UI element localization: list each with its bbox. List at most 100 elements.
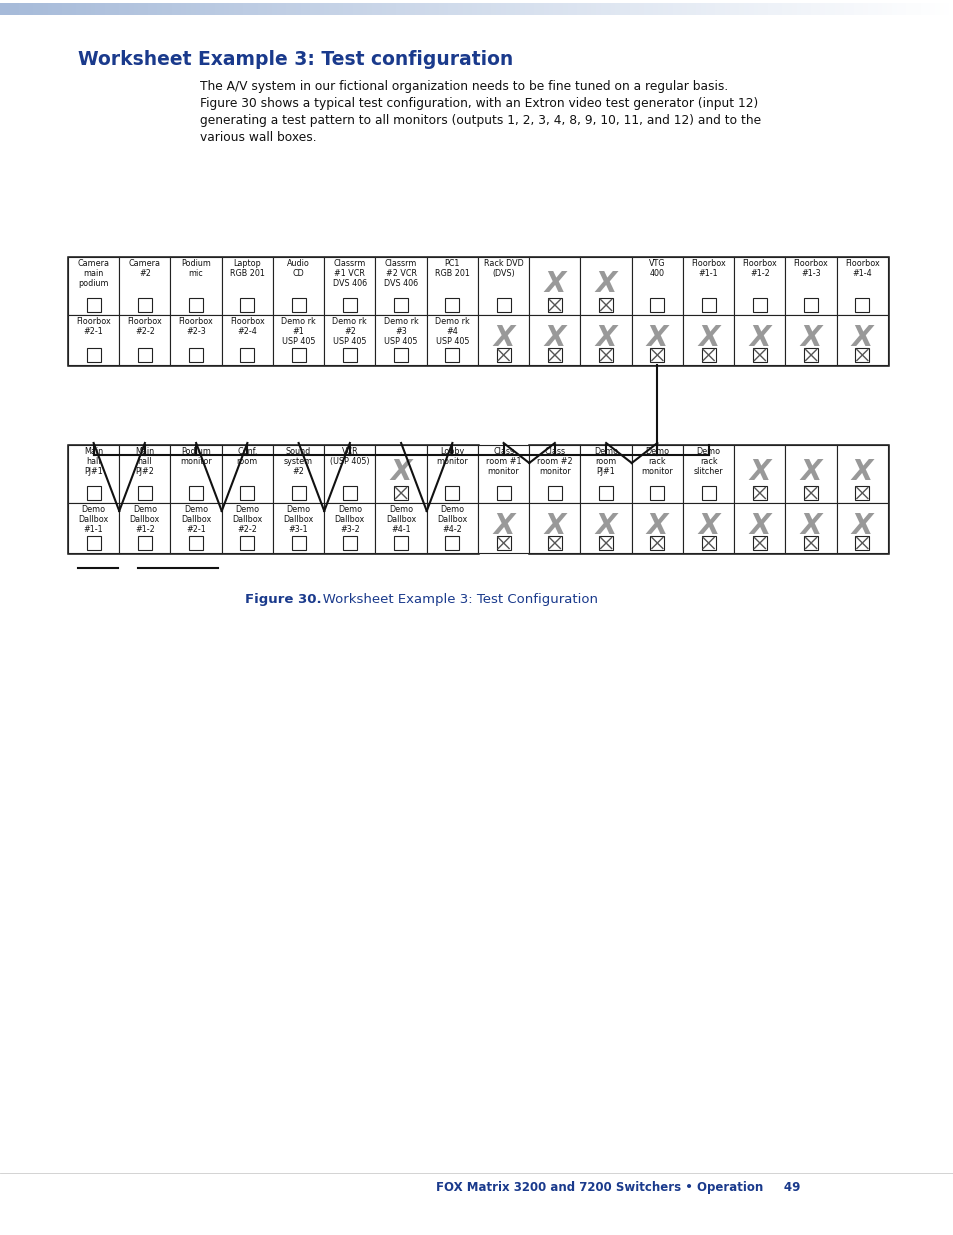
Text: Class
room #2
monitor: Class room #2 monitor [537, 447, 572, 475]
Bar [677, 2, 682, 15]
Bar [724, 2, 730, 15]
Bar [497, 298, 510, 312]
Bar [634, 2, 639, 15]
Bar [372, 2, 377, 15]
Bar [133, 2, 139, 15]
Text: Class
room #1
monitor: Class room #1 monitor [485, 447, 521, 475]
Bar [348, 2, 354, 15]
Bar [124, 2, 130, 15]
Bar [815, 2, 821, 15]
Bar [91, 2, 96, 15]
Bar [658, 2, 663, 15]
Bar [867, 2, 873, 15]
Bar [87, 348, 100, 362]
Text: Main
hall
PJ#1: Main hall PJ#1 [84, 447, 103, 475]
Bar [700, 536, 715, 550]
Bar [400, 2, 406, 15]
Bar [445, 536, 459, 550]
Bar [562, 2, 568, 15]
Text: Worksheet Example 3: Test Configuration: Worksheet Example 3: Test Configuration [310, 593, 598, 606]
Bar [934, 2, 940, 15]
Text: X: X [646, 513, 667, 540]
Bar [615, 2, 620, 15]
Bar [291, 2, 296, 15]
Bar [896, 2, 902, 15]
Bar [524, 2, 530, 15]
Bar [453, 2, 458, 15]
Text: X: X [851, 513, 872, 540]
Bar [87, 536, 100, 550]
Text: generating a test pattern to all monitors (outputs 1, 2, 3, 4, 8, 9, 10, 11, and: generating a test pattern to all monitor… [200, 114, 760, 127]
Bar [558, 2, 563, 15]
Bar [138, 348, 152, 362]
Bar [324, 257, 375, 315]
Bar [189, 298, 203, 312]
Bar [426, 503, 477, 553]
Text: Audio
CD: Audio CD [287, 258, 310, 278]
Bar [650, 487, 663, 500]
Bar [901, 2, 906, 15]
Bar [715, 2, 720, 15]
Bar [342, 298, 356, 312]
Bar [477, 503, 529, 553]
Bar [720, 2, 725, 15]
Bar [784, 503, 836, 553]
Bar [119, 503, 171, 553]
Bar [110, 2, 115, 15]
Bar [920, 2, 925, 15]
Bar [367, 2, 373, 15]
Bar [221, 257, 273, 315]
Bar [682, 445, 734, 503]
Bar [810, 2, 816, 15]
Text: Demo rk
#3
USP 405: Demo rk #3 USP 405 [383, 316, 418, 346]
Bar [639, 2, 644, 15]
Text: Demo
Dallbox
#3-2: Demo Dallbox #3-2 [335, 505, 365, 534]
Bar [395, 2, 401, 15]
Bar [240, 348, 254, 362]
Text: Floorbox
#2-4: Floorbox #2-4 [230, 316, 265, 336]
Bar [943, 2, 949, 15]
Bar [424, 2, 430, 15]
Bar [631, 445, 682, 503]
Bar [839, 2, 844, 15]
Bar [734, 445, 784, 503]
Bar [496, 2, 501, 15]
Bar [314, 2, 320, 15]
Bar [87, 298, 100, 312]
Bar [784, 257, 836, 315]
Bar [419, 2, 425, 15]
Bar [700, 348, 715, 362]
Text: Classrm
#1 VCR
DVS 406: Classrm #1 VCR DVS 406 [333, 258, 367, 288]
Bar [605, 2, 611, 15]
Text: Rack DVD
(DVS): Rack DVD (DVS) [483, 258, 523, 278]
Bar [394, 298, 408, 312]
Bar [52, 2, 58, 15]
Bar [152, 2, 158, 15]
Bar [836, 445, 887, 503]
Bar [286, 2, 292, 15]
Bar [629, 2, 635, 15]
Text: Podium
monitor: Podium monitor [180, 447, 212, 466]
Bar [777, 2, 782, 15]
Bar [477, 445, 529, 503]
Bar [167, 2, 172, 15]
Bar [643, 2, 649, 15]
Bar [362, 2, 368, 15]
Bar [631, 315, 682, 366]
Bar [739, 2, 744, 15]
Bar [189, 348, 203, 362]
Bar [276, 2, 282, 15]
Bar [375, 257, 426, 315]
Text: Demo rk
#1
USP 405: Demo rk #1 USP 405 [281, 316, 315, 346]
Bar [910, 2, 916, 15]
Bar [882, 2, 887, 15]
Bar [68, 445, 477, 553]
Bar [547, 487, 561, 500]
Text: Figure 30.: Figure 30. [245, 593, 321, 606]
Text: X: X [493, 513, 514, 540]
Text: Worksheet Example 3: Test configuration: Worksheet Example 3: Test configuration [78, 49, 513, 69]
Bar [324, 2, 330, 15]
Bar [138, 487, 152, 500]
Bar [486, 2, 492, 15]
Bar [240, 536, 254, 550]
